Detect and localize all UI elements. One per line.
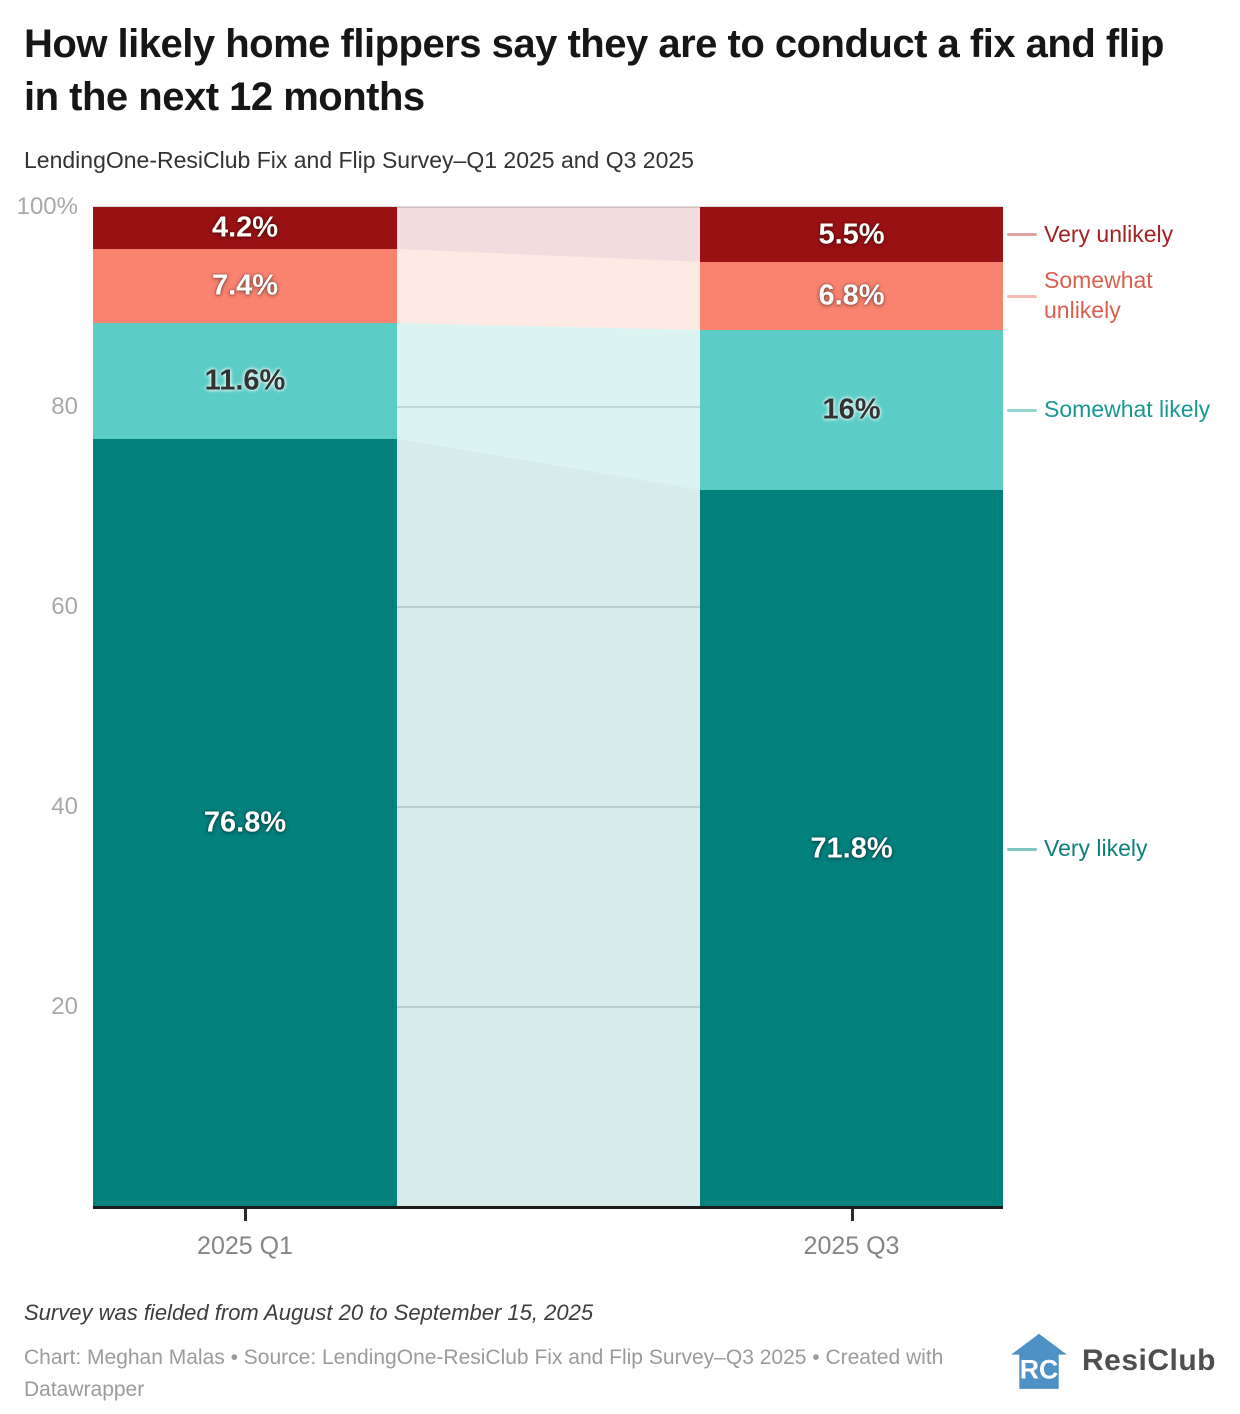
x-axis-tick [850, 1209, 854, 1221]
connector-area [397, 249, 700, 330]
bar-segment [93, 249, 397, 323]
y-axis-tick-label: 60 [51, 593, 78, 620]
bar-segment [93, 323, 397, 439]
footer-note: Survey was fielded from August 20 to Sep… [24, 1300, 594, 1325]
y-axis-tick-label: 100% [16, 193, 78, 220]
legend-connector-line [1007, 847, 1037, 851]
y-axis-tick-label: 20 [51, 993, 78, 1020]
value-label: 6.8% [818, 279, 885, 312]
gridline [93, 406, 1003, 408]
connector-area [397, 207, 700, 262]
legend-label: Somewhat likely [1044, 396, 1211, 423]
chart-subtitle: LendingOne-ResiClub Fix and Flip Survey–… [24, 147, 694, 173]
gridline [93, 1006, 1003, 1008]
bar-segment [700, 262, 1003, 330]
resiclub-logo-text: ResiClub [1081, 1344, 1216, 1377]
resiclub-logo: RC ResiClub [1010, 1332, 1216, 1390]
value-label: 11.6% [204, 364, 286, 397]
y-axis-tick-label: 40 [51, 793, 78, 820]
resiclub-house-icon: RC [1011, 1333, 1067, 1389]
svg-text:RC: RC [1020, 1354, 1059, 1384]
value-label: 7.4% [211, 269, 279, 302]
legend-connector-line [1007, 294, 1037, 298]
value-label: 4.2% [211, 211, 279, 244]
bar-segment [700, 330, 1003, 490]
legend-label: Somewhat unlikely [1044, 267, 1153, 323]
bar-segment [700, 490, 1003, 1208]
x-axis-category-label: 2025 Q3 [803, 1232, 900, 1260]
footer-credit: Chart: Meghan Malas • Source: LendingOne… [24, 1346, 944, 1401]
bar-segment [700, 207, 1003, 262]
legend-connector-line [1007, 233, 1037, 236]
gridline [93, 806, 1003, 808]
y-axis-tick-label: 80 [51, 393, 78, 420]
legend-connector-line [1007, 408, 1037, 412]
x-axis-category-label: 2025 Q1 [197, 1232, 293, 1260]
value-label: 76.8% [203, 806, 287, 839]
gridline [93, 606, 1003, 608]
x-axis-tick [244, 1209, 247, 1221]
value-label: 5.5% [818, 218, 885, 250]
bar-segment [93, 439, 397, 1207]
value-label: 16% [822, 393, 881, 426]
legend-label: Very unlikely [1044, 220, 1174, 247]
value-label: 71.8% [810, 832, 893, 865]
chart-title: How likely home flippers say they are to… [24, 22, 1164, 119]
connector-area [397, 323, 700, 490]
x-axis-line [93, 1206, 1003, 1209]
gridline [93, 206, 1003, 208]
legend-label: Very likely [1044, 835, 1148, 862]
bar-segment [93, 207, 397, 249]
connector-area [397, 439, 700, 1208]
